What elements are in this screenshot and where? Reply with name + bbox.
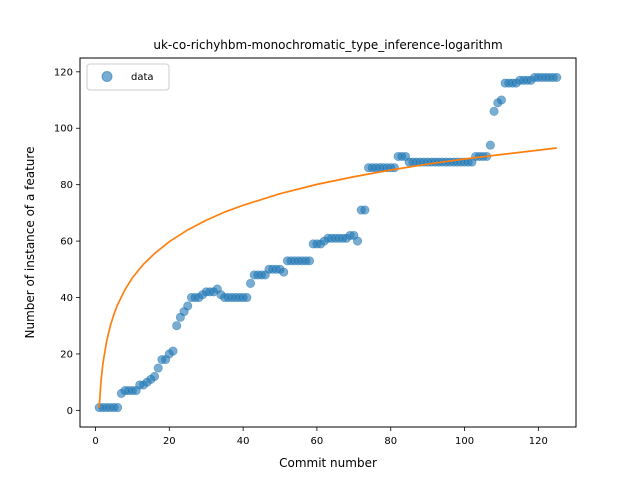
y-tick-label: 100 — [54, 124, 73, 135]
legend-label-data: data — [131, 72, 154, 83]
y-tick-label: 20 — [60, 349, 73, 360]
data-point — [113, 403, 123, 413]
legend-box — [86, 63, 170, 91]
data-point — [153, 363, 163, 373]
legend-marker-data — [101, 71, 113, 82]
y-tick-label: 80 — [60, 180, 73, 191]
y-axis-label: Number of instance of a feature — [23, 147, 37, 339]
data-point — [242, 293, 252, 303]
x-tick-label: 80 — [384, 436, 397, 447]
plot-area — [94, 72, 562, 413]
data-point — [552, 72, 562, 82]
axes-frame — [79, 57, 577, 428]
data-point — [360, 205, 370, 215]
data-point — [168, 346, 178, 356]
chart-title: uk-co-richyhbm-monochromatic_type_infere… — [153, 38, 502, 52]
x-axis: 0 20 40 60 80 100 120 — [92, 427, 548, 447]
data-point — [279, 267, 289, 277]
x-tick-label: 60 — [311, 436, 324, 447]
y-tick-label: 120 — [54, 67, 73, 78]
y-tick-label: 60 — [60, 237, 73, 248]
data-point — [496, 95, 506, 105]
data-point — [305, 256, 315, 266]
data-point — [172, 321, 182, 331]
y-axis: 0 20 40 60 80 100 120 — [54, 67, 80, 417]
data-point — [353, 236, 363, 246]
y-tick-label: 0 — [67, 406, 73, 417]
data-point — [489, 106, 499, 116]
fit-line — [98, 147, 557, 408]
x-axis-label: Commit number — [279, 456, 377, 470]
x-tick-label: 100 — [455, 436, 474, 447]
legend: data — [86, 63, 170, 91]
y-tick-label: 40 — [60, 293, 73, 304]
data-point — [485, 140, 495, 150]
x-tick-label: 40 — [237, 436, 250, 447]
x-tick-label: 0 — [92, 436, 98, 447]
data-point — [183, 301, 193, 311]
data-point — [246, 278, 256, 288]
data-point — [150, 372, 160, 382]
x-tick-label: 20 — [163, 436, 176, 447]
x-tick-label: 120 — [529, 436, 548, 447]
